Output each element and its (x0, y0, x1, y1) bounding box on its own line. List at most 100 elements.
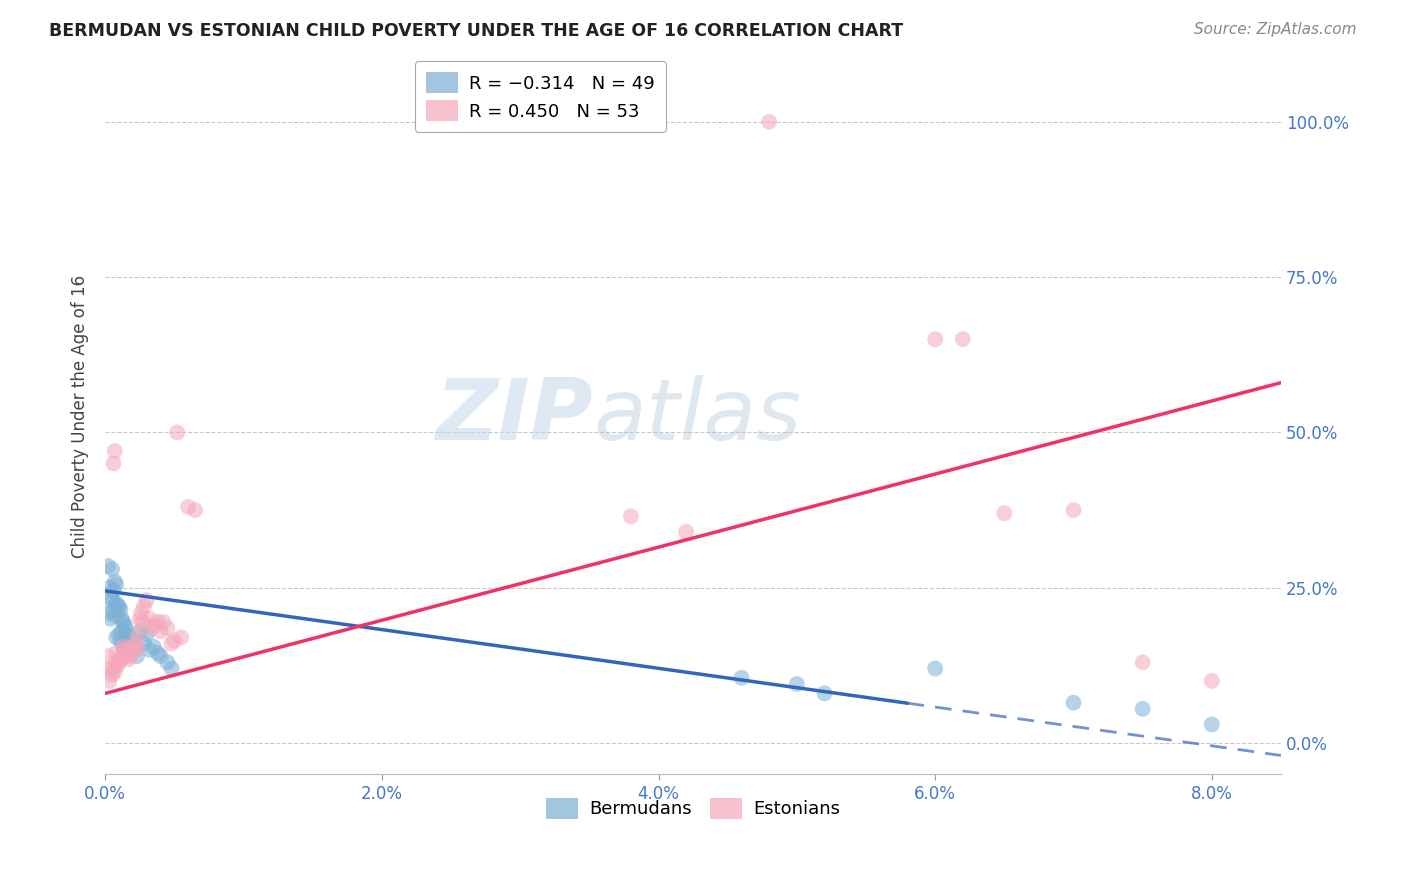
Point (118, 643, 141, 657)
Point (675, 524, 697, 539)
Point (112, 640, 135, 654)
Point (118, 652, 141, 666)
Point (121, 646, 143, 660)
Point (108, 627, 131, 641)
Point (122, 640, 145, 654)
Text: atlas: atlas (593, 376, 801, 458)
Point (142, 640, 165, 654)
Point (105, 631, 128, 645)
Point (125, 649, 148, 664)
Point (100, 590, 122, 604)
Point (104, 608, 127, 623)
Point (105, 655, 128, 669)
Point (103, 583, 125, 598)
Point (177, 500, 200, 514)
Point (128, 624, 150, 639)
Point (110, 633, 132, 648)
Point (135, 593, 157, 607)
Point (114, 618, 136, 632)
Point (160, 661, 183, 675)
Point (110, 652, 132, 666)
Point (124, 637, 146, 651)
Point (924, 661, 946, 675)
Point (103, 661, 125, 675)
Point (105, 577, 128, 591)
Point (149, 624, 172, 639)
Point (103, 457, 125, 471)
Point (111, 624, 134, 639)
Point (111, 649, 134, 664)
Point (138, 612, 160, 626)
Point (108, 599, 131, 614)
Point (105, 596, 128, 610)
Point (108, 655, 131, 669)
Point (117, 649, 139, 664)
Point (146, 615, 169, 629)
Point (1132, 655, 1154, 669)
Point (115, 621, 138, 635)
Point (786, 677, 808, 691)
Point (152, 615, 174, 629)
Point (120, 631, 142, 645)
Point (107, 599, 129, 614)
Text: Source: ZipAtlas.com: Source: ZipAtlas.com (1194, 22, 1357, 37)
Point (184, 503, 207, 517)
Point (758, 114, 780, 128)
Point (121, 646, 143, 660)
Point (952, 332, 974, 346)
Text: ZIP: ZIP (436, 376, 593, 458)
Point (1201, 673, 1223, 688)
Point (112, 615, 135, 629)
Point (132, 637, 155, 651)
Point (115, 637, 138, 651)
Point (813, 686, 835, 700)
Point (128, 612, 150, 626)
Point (107, 658, 129, 673)
Point (138, 643, 160, 657)
Point (111, 612, 134, 626)
Point (170, 631, 193, 645)
Point (156, 621, 179, 635)
Point (1132, 702, 1154, 716)
Point (131, 615, 153, 629)
Point (101, 562, 124, 576)
Point (115, 646, 138, 660)
Point (98, 606, 121, 620)
Point (993, 506, 1015, 520)
Point (98, 581, 121, 595)
Point (127, 627, 149, 641)
Point (124, 640, 146, 654)
Point (97, 649, 120, 664)
Point (104, 574, 127, 589)
Point (1062, 503, 1084, 517)
Point (146, 646, 169, 660)
Point (143, 618, 166, 632)
Point (112, 640, 135, 654)
Y-axis label: Child Poverty Under the Age of 16: Child Poverty Under the Age of 16 (72, 276, 89, 558)
Point (1062, 696, 1084, 710)
Point (101, 593, 124, 607)
Point (120, 649, 142, 664)
Point (141, 621, 163, 635)
Legend: Bermudans, Estonians: Bermudans, Estonians (538, 790, 848, 826)
Point (156, 655, 179, 669)
Point (149, 649, 172, 664)
Point (135, 627, 157, 641)
Point (166, 425, 188, 440)
Point (100, 661, 122, 675)
Text: BERMUDAN VS ESTONIAN CHILD POVERTY UNDER THE AGE OF 16 CORRELATION CHART: BERMUDAN VS ESTONIAN CHILD POVERTY UNDER… (49, 22, 903, 40)
Point (101, 667, 124, 681)
Point (117, 627, 139, 641)
Point (125, 643, 148, 657)
Point (103, 602, 125, 616)
Point (1201, 717, 1223, 731)
Point (104, 665, 127, 679)
Point (122, 633, 145, 648)
Point (129, 606, 152, 620)
Point (104, 444, 127, 458)
Point (730, 671, 752, 685)
Point (163, 633, 186, 648)
Point (110, 602, 132, 616)
Point (105, 646, 128, 660)
Point (97, 559, 120, 574)
